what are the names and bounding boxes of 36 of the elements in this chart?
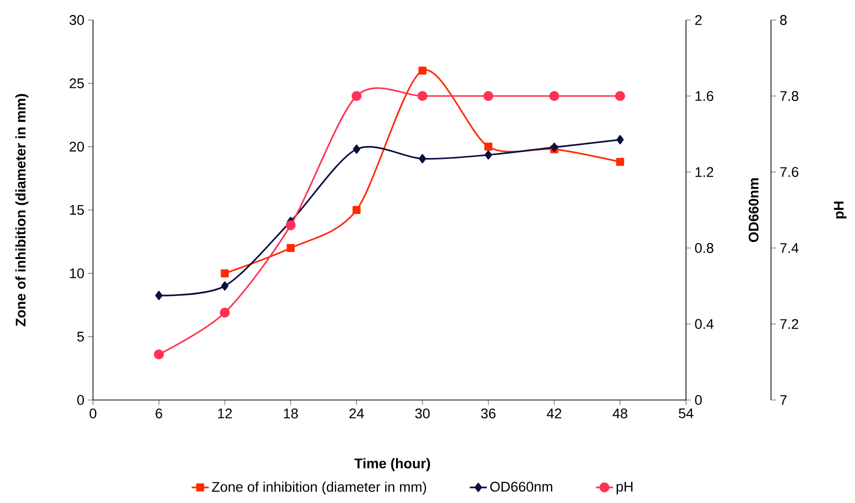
y3-tick-label: 7.8 xyxy=(780,91,798,101)
x-tick-label: 54 xyxy=(678,408,694,418)
legend-label: pH xyxy=(616,482,632,494)
y2-tick-label: 0 xyxy=(695,395,702,405)
y2-tick-label: 1.6 xyxy=(696,91,714,101)
x-tick-label: 42 xyxy=(546,408,562,418)
x-axis-title: Time (hour) xyxy=(354,458,430,472)
y2-axis-title: OD660nm xyxy=(748,178,759,242)
y3-tick-label: 7.6 xyxy=(780,167,798,177)
x-tick-label: 18 xyxy=(284,408,298,418)
y-tick-label: 25 xyxy=(70,78,84,88)
y3-tick-label: 7.4 xyxy=(780,243,799,253)
y-tick-label: 5 xyxy=(77,332,84,342)
y-axis-title: Zone of inhibition (diameter in mm) xyxy=(15,94,28,326)
y-tick-label: 30 xyxy=(69,15,84,25)
y-tick-label: 15 xyxy=(70,205,84,215)
y-tick-label: 20 xyxy=(70,142,84,152)
legend-label: OD660nm xyxy=(490,482,552,492)
y2-tick-label: 2 xyxy=(695,15,702,25)
y2-tick-label: 0.8 xyxy=(695,243,714,253)
legend-label: Zone of inhibition (diameter in mm) xyxy=(212,482,426,495)
y2-tick-label: 1.2 xyxy=(696,167,714,177)
y3-tick-label: 8 xyxy=(780,15,787,25)
x-tick-label: 30 xyxy=(415,408,430,418)
y-tick-label: 10 xyxy=(70,268,84,278)
y3-axis-title: pH xyxy=(834,202,846,218)
y-tick-label: 0 xyxy=(77,395,84,405)
x-tick-label: 12 xyxy=(218,408,232,418)
y2-tick-label: 0.4 xyxy=(695,319,714,329)
y3-tick-label: 7.2 xyxy=(780,319,798,329)
x-tick-label: 36 xyxy=(481,408,496,418)
x-tick-label: 48 xyxy=(612,408,628,418)
x-tick-label: 6 xyxy=(156,408,162,418)
x-tick-label: 0 xyxy=(90,408,96,418)
y3-tick-label: 7 xyxy=(780,395,787,405)
x-tick-label: 24 xyxy=(350,408,364,418)
